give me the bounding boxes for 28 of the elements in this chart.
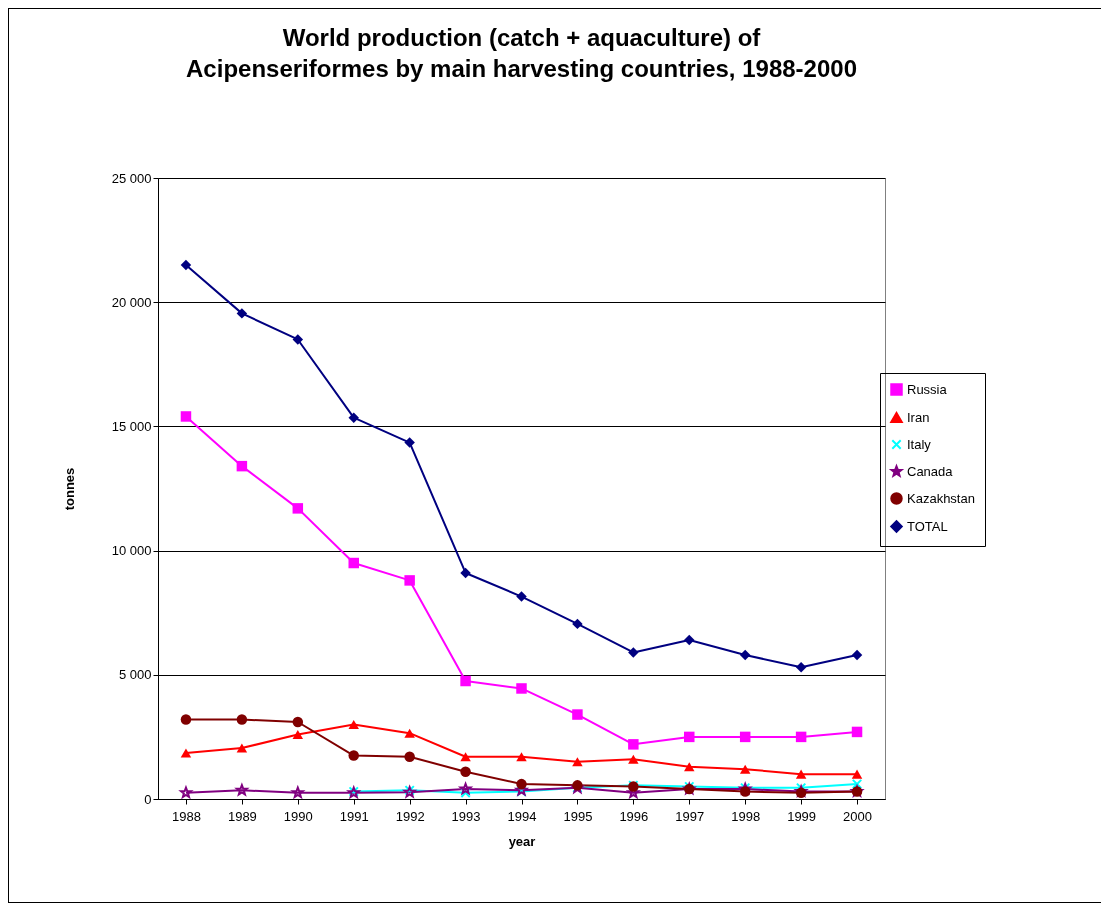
x-tick-label: 1996	[619, 808, 649, 824]
y-tick-label: 20 000	[111, 294, 152, 310]
x-tick-label: 1994	[507, 808, 537, 824]
x-tick-label: 1988	[172, 808, 201, 824]
x-tick-label: 1995	[563, 808, 593, 824]
y-tick-label: 25 000	[111, 170, 152, 186]
legend-label: Canada	[907, 463, 954, 479]
x-tick-label: 1992	[395, 808, 425, 824]
x-tick-label: 2000	[843, 808, 872, 824]
legend-label: TOTAL	[907, 518, 948, 534]
x-tick-label: 1997	[675, 808, 705, 824]
legend-label: Iran	[907, 409, 930, 425]
x-tick-label: 1989	[227, 808, 257, 824]
legend-label: Russia	[907, 381, 948, 397]
legend-label: Italy	[907, 436, 932, 452]
y-tick-label: 0	[144, 791, 152, 807]
y-axis-title: tonnes	[61, 467, 77, 511]
chart-title: World production (catch + aquaculture) of Acipenseriformes by main harvesting countries, 1988-2000	[186, 24, 857, 82]
x-tick-label: 1999	[787, 808, 817, 824]
x-tick-label: 1991	[339, 808, 369, 824]
y-tick-label: 15 000	[111, 418, 152, 434]
y-tick-label: 5 000	[118, 667, 152, 683]
legend-label: Kazakhstan	[907, 490, 975, 506]
x-tick-label: 1998	[731, 808, 761, 824]
y-tick-label: 10 000	[111, 543, 152, 559]
x-axis-title: year	[508, 833, 536, 849]
x-tick-label: 1990	[283, 808, 313, 824]
x-tick-label: 1993	[451, 808, 481, 824]
